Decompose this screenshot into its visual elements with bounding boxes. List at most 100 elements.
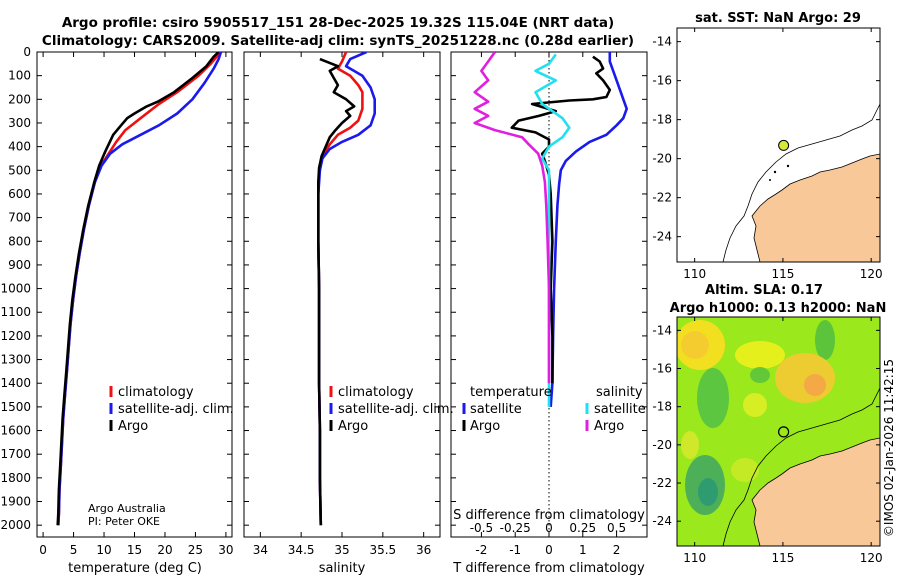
legend-label-climatology: climatology <box>118 385 194 400</box>
x-tick-label: 2 <box>613 543 621 557</box>
sla-map-content <box>677 317 880 546</box>
sla-blob <box>698 478 718 506</box>
y-tick-label: 1000 <box>0 282 31 296</box>
salinity-legend: climatology satellite-adj. clim. Argo <box>329 385 454 434</box>
sla-blob <box>775 353 835 403</box>
legend-label-climatology: climatology <box>338 385 414 400</box>
s-tick-label: 0 <box>545 521 553 535</box>
temperature-axes: 0 5 10 15 20 25 300100200300400500600700800900… <box>0 45 233 557</box>
sla-blob <box>815 320 835 360</box>
difference-xlabel-top: S difference from climatology <box>453 508 645 523</box>
y-tick-label: 1300 <box>0 353 31 367</box>
map-x-tick-label: 115 <box>771 267 794 281</box>
x-tick-label: 20 <box>157 543 172 557</box>
map-x-tick-label: 110 <box>683 267 706 281</box>
land-mass <box>751 153 880 262</box>
y-tick-label: 1800 <box>0 471 31 485</box>
y-tick-label: 1200 <box>0 329 31 343</box>
legend-heading-temperature: temperature <box>470 385 552 400</box>
sla-blob <box>697 368 729 428</box>
y-tick-label: 100 <box>8 69 31 83</box>
legend-heading-salinity: salinity <box>596 385 643 400</box>
map-x-tick-label: 115 <box>771 551 794 565</box>
sst-map-axes: 110 115 120 -14 -16 -18 -20 -22 -24 <box>652 28 883 281</box>
y-tick-label: 1900 <box>0 495 31 509</box>
series-line-argo <box>316 57 356 526</box>
series-line-argo <box>56 52 220 526</box>
y-tick-label: 0 <box>23 45 31 59</box>
x-tick-label: -1 <box>509 543 521 557</box>
land-mass <box>751 437 880 546</box>
x-tick-label: 5 <box>70 543 78 557</box>
temperature-plot-area <box>36 51 233 538</box>
map-y-tick-label: -22 <box>652 476 672 490</box>
difference-legend: temperature salinity satellite Argo sate… <box>462 385 646 434</box>
sla-blob <box>750 367 770 383</box>
difference-profiles <box>473 52 629 407</box>
island <box>773 170 777 174</box>
title-line-2: Climatology: CARS2009. Satellite-adj cli… <box>42 33 634 49</box>
salinity-profiles <box>316 52 377 526</box>
credit-line-2: PI: Peter OKE <box>88 515 160 528</box>
map-y-tick-label: -20 <box>652 438 672 452</box>
map-y-tick-label: -20 <box>652 152 672 166</box>
y-tick-label: 300 <box>8 116 31 130</box>
island <box>786 164 790 168</box>
legend-label-argo: Argo <box>338 419 368 434</box>
sla-blob <box>743 393 767 417</box>
title-line-1: Argo profile: csiro 5905517_151 28-Dec-2… <box>62 15 614 31</box>
sst-map-content <box>722 103 880 262</box>
sla-field <box>677 320 835 515</box>
temperature-profiles <box>56 52 223 526</box>
x-tick-label: 25 <box>188 543 203 557</box>
map-y-tick-label: -14 <box>652 323 672 337</box>
sla-map-title-2: Argo h1000: 0.13 h2000: NaN <box>670 301 887 316</box>
sla-blob <box>681 431 699 459</box>
x-tick-label: 35 <box>334 543 349 557</box>
argo-position-marker[interactable] <box>778 139 790 151</box>
argo-position-marker[interactable] <box>778 426 790 438</box>
y-tick-label: 200 <box>8 92 31 106</box>
legend-label-satellite: satellite-adj. clim. <box>118 402 234 417</box>
s-tick-label: 0.5 <box>607 521 626 535</box>
x-tick-label: 15 <box>127 543 142 557</box>
y-tick-label: 1100 <box>0 305 31 319</box>
map-y-tick-label: -18 <box>652 113 672 127</box>
sst-map-frame <box>676 27 881 263</box>
x-tick-label: 0 <box>545 543 553 557</box>
legend-label-s-satellite: satellite <box>594 402 646 417</box>
series-line-s-argo <box>473 52 551 384</box>
difference-axes: -2 -1 0 1 2 <box>451 51 647 557</box>
sla-blob <box>731 458 759 482</box>
legend-label-satellite: satellite-adj. clim. <box>338 402 454 417</box>
x-tick-label: 0 <box>39 543 47 557</box>
map-y-tick-label: -16 <box>652 74 672 88</box>
map-y-tick-label: -18 <box>652 400 672 414</box>
y-tick-label: 500 <box>8 163 31 177</box>
bathymetry-contour <box>722 103 880 262</box>
temperature-legend: climatology satellite-adj. clim. Argo <box>109 385 234 434</box>
salinity-axes: 34 34.5 35 35.5 36 <box>244 51 440 557</box>
x-tick-label: 10 <box>96 543 111 557</box>
legend-label-s-argo: Argo <box>594 419 624 434</box>
x-tick-label: 34 <box>253 543 268 557</box>
legend-label-t-satellite: satellite <box>470 402 522 417</box>
series-line-t-argo <box>510 55 612 384</box>
map-y-tick-label: -16 <box>652 362 672 376</box>
sla-map-title-1: Altim. SLA: 0.17 <box>705 283 823 298</box>
temperature-xlabel: temperature (deg C) <box>68 561 202 576</box>
y-tick-label: 1400 <box>0 376 31 390</box>
s-tick-label: -0.5 <box>470 521 493 535</box>
y-tick-label: 1600 <box>0 424 31 438</box>
map-x-tick-label: 110 <box>683 551 706 565</box>
x-tick-label: 34.5 <box>288 543 315 557</box>
salinity-xlabel: salinity <box>319 561 366 576</box>
imos-timestamp: ©IMOS 02-Jan-2026 11:42:15 <box>882 359 896 537</box>
map-y-tick-label: -22 <box>652 191 672 205</box>
y-tick-label: 1700 <box>0 447 31 461</box>
sst-map-title: sat. SST: NaN Argo: 29 <box>695 11 861 26</box>
island <box>769 179 771 181</box>
legend-label-argo: Argo <box>118 419 148 434</box>
sla-map-frame <box>676 316 881 547</box>
